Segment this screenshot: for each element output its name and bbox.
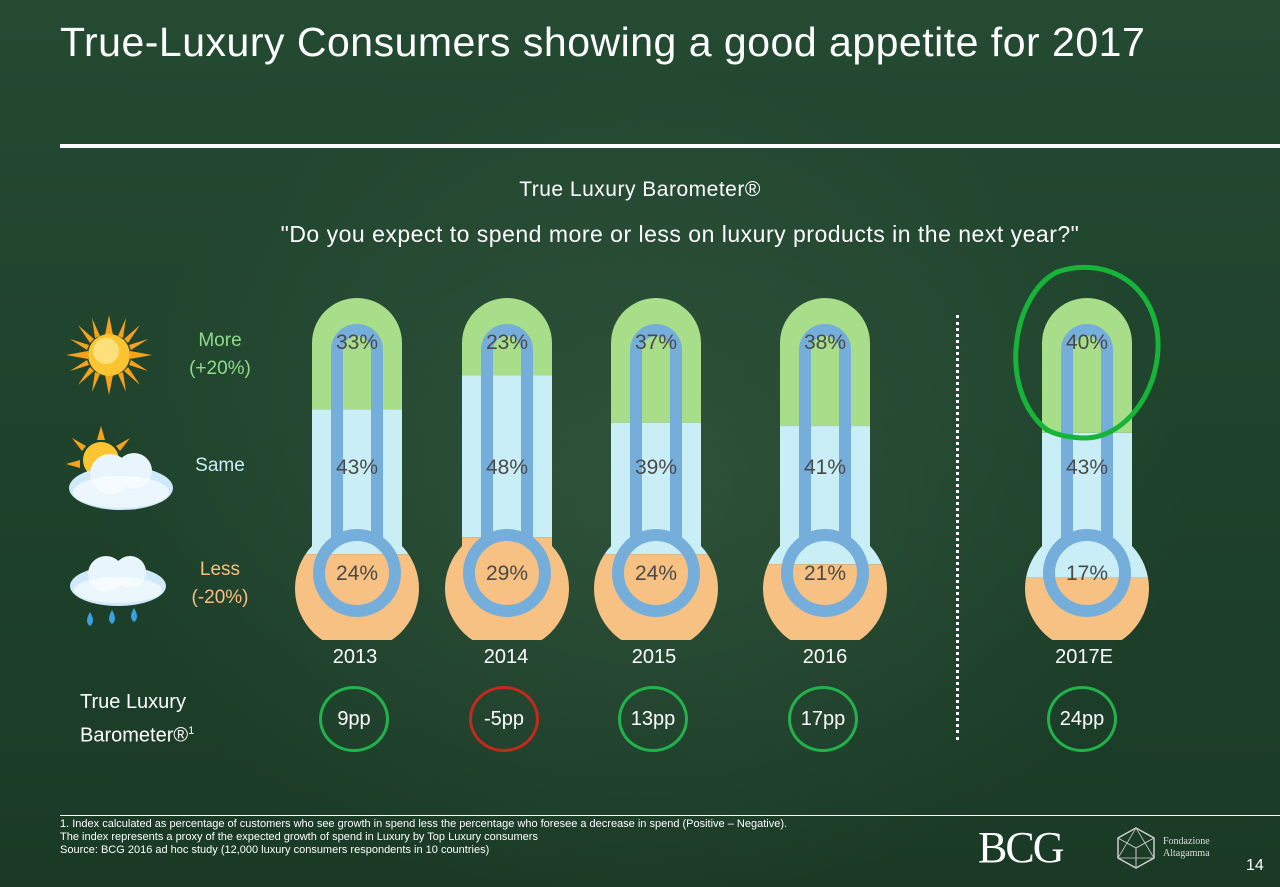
fondazione-altagamma-logo-text: Fondazione Altagamma — [1163, 836, 1210, 860]
bulb-ring-2016 — [781, 529, 869, 617]
fondazione-line2: Altagamma — [1163, 848, 1210, 859]
value-label-same-2017e: 43% — [1066, 456, 1108, 479]
legend-less-sublabel: (-20%) — [191, 587, 249, 608]
index-label-line1: True Luxury — [80, 691, 186, 713]
rain-cloud-icon — [70, 556, 166, 626]
footnote: 1. Index calculated as percentage of cus… — [60, 818, 787, 857]
year-label-2016: 2016 — [802, 646, 848, 668]
value-label-same-2014: 48% — [486, 456, 528, 479]
chart-subtitle: True Luxury Barometer® — [519, 178, 761, 201]
title-divider — [60, 144, 1280, 148]
sun-cloud-icon — [66, 426, 173, 510]
year-label-2017e: 2017E — [1055, 646, 1113, 668]
tube-2015 — [630, 324, 682, 546]
year-label-2014: 2014 — [483, 646, 529, 668]
value-label-more-2014: 23% — [486, 331, 528, 354]
legend-more: More (+20%) — [160, 327, 280, 383]
legend-more-label: More — [198, 330, 242, 351]
legend-same: Same — [160, 452, 280, 480]
index-badge-2015: 13pp — [618, 686, 688, 752]
bar-same-2017e — [1024, 432, 1149, 578]
bcg-logo: BCG — [978, 823, 1064, 872]
value-label-same-2015: 39% — [635, 456, 677, 479]
tube-2016 — [799, 324, 851, 546]
bar-less-2014 — [445, 537, 569, 640]
footnote-source: Source: BCG 2016 ad hoc study (12,000 lu… — [60, 844, 490, 856]
page-number: 14 — [1246, 857, 1264, 874]
value-label-less-2017e: 17% — [1066, 562, 1108, 585]
bar-same-2016 — [763, 426, 887, 565]
legend-less: Less (-20%) — [160, 556, 280, 612]
value-label-less-2013: 24% — [336, 562, 378, 585]
bulb-ring-2015 — [612, 529, 700, 617]
value-label-more-2016: 38% — [804, 331, 846, 354]
value-label-more-2013: 33% — [336, 331, 378, 354]
index-badge-2014: -5pp — [469, 686, 539, 752]
forecast-divider — [956, 315, 959, 740]
legend-less-label: Less — [199, 559, 241, 580]
thermometer-2015: 37% 39% 24% — [593, 298, 718, 640]
value-label-more-2015: 37% — [635, 331, 677, 354]
fondazione-altagamma-logo-icon — [1117, 827, 1155, 869]
index-badge-2013: 9pp — [319, 686, 389, 752]
year-label-2013: 2013 — [332, 646, 378, 668]
legend-more-sublabel: (+20%) — [189, 358, 251, 379]
highlight-circle — [1013, 264, 1161, 441]
value-label-less-2015: 24% — [635, 562, 677, 585]
value-label-same-2016: 41% — [804, 456, 846, 479]
year-label-2015: 2015 — [631, 646, 677, 668]
index-label: True Luxury Barometer®1 — [80, 688, 194, 751]
index-badge-2017e: 24pp — [1047, 686, 1117, 752]
bar-more-2015 — [593, 298, 718, 423]
value-label-same-2013: 43% — [336, 456, 378, 479]
bulb-ring-2013 — [313, 529, 401, 617]
thermometer-2016: 38% 41% 21% — [763, 298, 887, 640]
page-title: True-Luxury Consumers showing a good app… — [60, 19, 1146, 65]
index-footnote-marker: 1 — [188, 725, 195, 737]
footer-divider — [60, 815, 1280, 816]
tube-2017e — [1061, 324, 1113, 546]
value-label-less-2014: 29% — [486, 562, 528, 585]
bar-same-2014 — [445, 375, 569, 538]
fondazione-line1: Fondazione — [1163, 836, 1210, 847]
index-badge-2016: 17pp — [788, 686, 858, 752]
thermometer-2014: 23% 48% 29% — [445, 298, 569, 640]
sun-icon — [66, 315, 152, 395]
tube-2014 — [481, 324, 533, 546]
footnote-line2: The index represents a proxy of the expe… — [60, 831, 538, 843]
index-label-line2: Barometer® — [80, 724, 189, 747]
legend-same-label: Same — [195, 455, 245, 476]
tube-2013 — [331, 324, 383, 546]
thermometer-2017e: 40% 43% 17% — [1024, 298, 1149, 640]
value-label-more-2017e: 40% — [1066, 331, 1108, 354]
bar-more-2016 — [763, 298, 887, 427]
bulb-ring-2014 — [463, 529, 551, 617]
footnote-line1: 1. Index calculated as percentage of cus… — [60, 818, 788, 830]
survey-question: "Do you expect to spend more or less on … — [280, 221, 1080, 247]
bulb-ring-2017e — [1043, 529, 1131, 617]
value-label-less-2016: 21% — [804, 562, 846, 585]
thermometer-2013: 33% 43% 24% — [295, 298, 419, 640]
